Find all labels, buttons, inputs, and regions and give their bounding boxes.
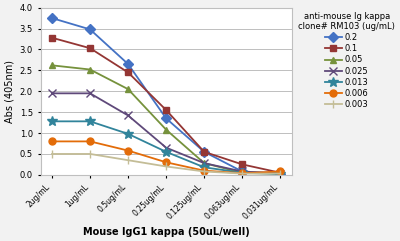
- 0.2: [202, 150, 206, 153]
- 0.05: [240, 171, 245, 174]
- 0.025: [240, 170, 245, 173]
- 0.013: [126, 133, 130, 135]
- Line: 0.013: 0.013: [47, 116, 285, 179]
- Line: 0.006: 0.006: [48, 138, 284, 177]
- 0.013: [164, 150, 168, 153]
- 0.006: [240, 172, 245, 175]
- 0.1: [240, 163, 245, 166]
- 0.05: [126, 88, 130, 91]
- Legend: 0.2, 0.1, 0.05, 0.025, 0.013, 0.006, 0.003: 0.2, 0.1, 0.05, 0.025, 0.013, 0.006, 0.0…: [298, 12, 395, 109]
- Line: 0.003: 0.003: [48, 150, 284, 178]
- 0.003: [240, 172, 245, 175]
- 0.05: [202, 162, 206, 165]
- 0.013: [278, 173, 283, 175]
- 0.006: [126, 149, 130, 152]
- 0.003: [88, 153, 92, 155]
- 0.1: [278, 171, 283, 174]
- 0.003: [278, 172, 283, 175]
- 0.025: [278, 172, 283, 175]
- 0.013: [88, 120, 92, 123]
- 0.05: [88, 68, 92, 71]
- 0.2: [240, 170, 245, 173]
- 0.006: [88, 140, 92, 143]
- 0.2: [50, 17, 54, 20]
- 0.006: [50, 140, 54, 143]
- 0.2: [126, 63, 130, 66]
- 0.025: [50, 92, 54, 95]
- Line: 0.1: 0.1: [48, 34, 284, 176]
- 0.05: [164, 128, 168, 131]
- Line: 0.025: 0.025: [48, 89, 284, 178]
- 0.2: [278, 172, 283, 175]
- 0.1: [50, 36, 54, 39]
- 0.1: [88, 47, 92, 50]
- 0.003: [202, 170, 206, 173]
- 0.025: [126, 114, 130, 117]
- 0.025: [202, 162, 206, 165]
- X-axis label: Mouse IgG1 kappa (50uL/well): Mouse IgG1 kappa (50uL/well): [83, 227, 250, 237]
- 0.05: [278, 172, 283, 175]
- Line: 0.05: 0.05: [48, 62, 284, 177]
- 0.2: [164, 117, 168, 120]
- 0.1: [202, 150, 206, 153]
- 0.1: [126, 71, 130, 74]
- 0.003: [126, 159, 130, 162]
- 0.006: [164, 161, 168, 164]
- Y-axis label: Abs (405nm): Abs (405nm): [4, 60, 14, 123]
- 0.006: [278, 170, 283, 173]
- 0.1: [164, 109, 168, 112]
- 0.003: [164, 165, 168, 168]
- 0.006: [202, 169, 206, 172]
- 0.013: [50, 120, 54, 123]
- 0.025: [88, 92, 92, 95]
- 0.2: [88, 28, 92, 31]
- 0.013: [202, 166, 206, 169]
- Line: 0.2: 0.2: [48, 15, 284, 177]
- 0.05: [50, 64, 54, 67]
- 0.003: [50, 153, 54, 155]
- 0.013: [240, 171, 245, 174]
- 0.025: [164, 146, 168, 149]
